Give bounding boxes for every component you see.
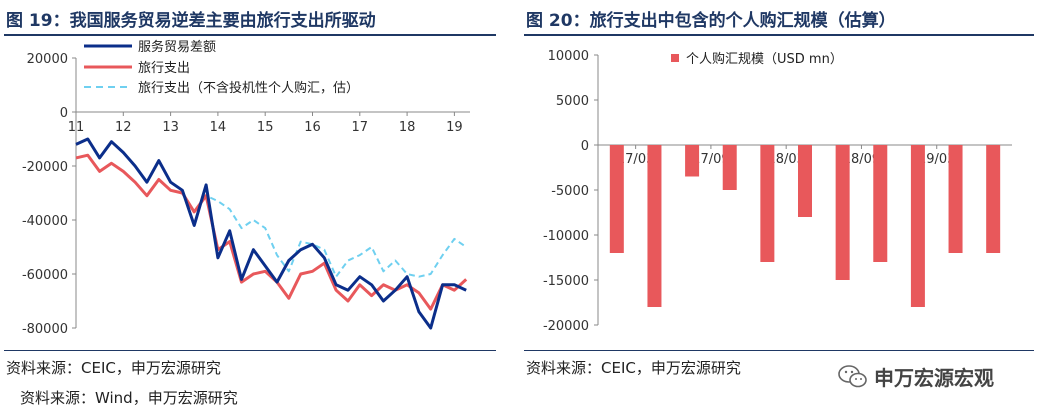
right-y-tick-label: 5000 (556, 94, 589, 109)
bar (685, 145, 700, 177)
left-x-tick-label: 14 (210, 120, 227, 135)
left-y-tick-label: -20000 (22, 160, 68, 175)
right-title-rule (524, 34, 1034, 36)
right-bar-chart: 10000 5000 0 -5000 -10000 -15000 -20000 17/03 17… (543, 49, 1012, 334)
legend-label-1: 服务贸易差额 (138, 39, 216, 55)
legend-swatch (671, 54, 679, 62)
left-axes: 20000 0 -20000 -40000 -60000 -80000 11 12 13 14 15… (22, 52, 470, 337)
left-source-2: 资料来源：Wind，申万宏源研究 (20, 389, 238, 407)
bar (910, 145, 925, 307)
left-source-1: 资料来源：CEIC，申万宏源研究 (6, 359, 221, 377)
left-series-lines (75, 137, 468, 330)
legend-label: 个人购汇规模（USD mn） (686, 51, 843, 67)
left-chart-title: 图 19：我国服务贸易逆差主要由旅行支出所驱动 (6, 11, 376, 31)
right-legend: 个人购汇规模（USD mn） (671, 51, 843, 67)
right-y-tick-label: 0 (581, 139, 589, 154)
bar (609, 145, 624, 253)
left-series-line-3 (75, 154, 467, 278)
left-y-tick-label: -60000 (22, 268, 68, 283)
left-x-tick-label: 16 (304, 120, 321, 135)
bar (798, 145, 812, 217)
left-x-tick-label: 17 (352, 120, 369, 135)
left-line-chart: 20000 0 -20000 -40000 -60000 -80000 11 12 13 14 15… (22, 39, 470, 337)
watermark: 申万宏源宏观 (838, 362, 994, 391)
right-y-tick-label: -15000 (543, 274, 589, 289)
watermark-text: 申万宏源宏观 (874, 366, 994, 390)
left-y-tick-label: -40000 (22, 214, 68, 229)
right-x-tick-label: 17/09 (692, 152, 729, 167)
right-y-tick-label: -20000 (543, 319, 589, 334)
bar (760, 145, 775, 262)
left-y-tick-label: 20000 (27, 52, 68, 67)
left-x-tick-label: 18 (399, 120, 416, 135)
bar (948, 145, 963, 253)
bar (647, 145, 662, 307)
right-x-tick-label: 17/03 (617, 152, 654, 167)
left-series-line-1 (75, 137, 467, 330)
bar (986, 145, 1001, 253)
right-y-tick-label: -5000 (551, 184, 589, 199)
right-y-tick-label: 10000 (548, 49, 589, 64)
right-source: 资料来源：CEIC，申万宏源研究 (526, 359, 741, 377)
left-title-rule (4, 34, 496, 36)
left-x-tick-label: 13 (162, 120, 179, 135)
left-x-tick-label: 19 (446, 120, 463, 135)
legend-label-2: 旅行支出 (138, 61, 190, 76)
right-source-rule (524, 350, 1034, 351)
left-y-tick-label: -80000 (22, 322, 68, 337)
left-chart-panel: 图 19：我国服务贸易逆差主要由旅行支出所驱动 20000 0 -20000 -400… (0, 0, 500, 420)
right-y-tick-label: -10000 (543, 229, 589, 244)
right-x-tick-label: 19/03 (918, 152, 955, 167)
bar (873, 145, 888, 262)
wechat-icon (838, 364, 867, 387)
left-y-tick-label: 0 (60, 106, 68, 121)
right-x-tick-label: 18/03 (767, 152, 804, 167)
right-bars (609, 145, 1001, 307)
legend-label-3: 旅行支出（不含投机性个人购汇，估） (138, 80, 359, 96)
right-x-tick-label: 18/09 (843, 152, 880, 167)
left-x-tick-label: 12 (115, 120, 132, 135)
bar (722, 145, 737, 190)
left-x-tick-label: 15 (257, 120, 274, 135)
bar (835, 145, 850, 280)
left-source-rule (4, 350, 496, 351)
right-chart-title: 图 20：旅行支出中包含的个人购汇规模（估算） (526, 11, 896, 31)
left-x-tick-label: 11 (68, 120, 85, 135)
left-series-line-2 (75, 153, 468, 311)
right-chart-panel: 图 20：旅行支出中包含的个人购汇规模（估算） 10000 5000 0 -5000 -… (520, 0, 1039, 420)
